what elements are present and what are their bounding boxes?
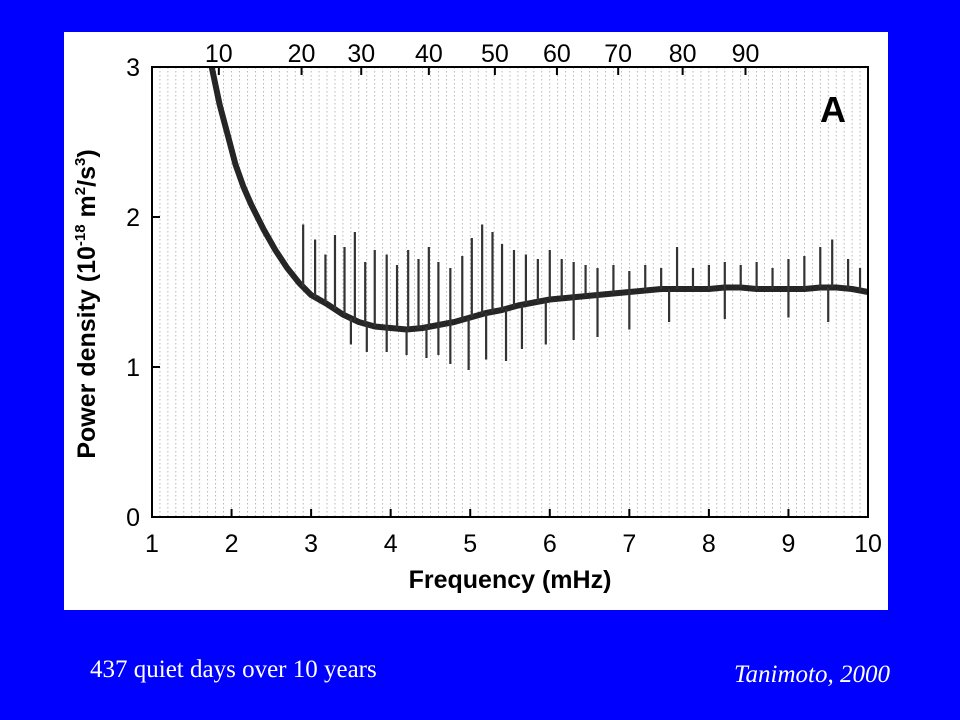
figure-panel: 1 2 3 4 5 6 7 8 9 10 0 1 2 3 10 20 30 40 50 60 70 80 90 A Freq… (64, 32, 888, 610)
x-tick-label: 8 (702, 530, 716, 558)
top-tick-label: 10 (205, 40, 233, 68)
x-tick-label: 2 (225, 530, 239, 558)
x-tick-label: 3 (304, 530, 318, 558)
x-tick-label: 5 (463, 530, 477, 558)
top-tick-label: 60 (543, 40, 571, 68)
top-tick-label: 90 (732, 40, 760, 68)
spectrum-line (208, 66, 869, 333)
plot-frame (151, 66, 869, 518)
y-tick-label: 1 (126, 354, 140, 382)
y-tick-label: 2 (126, 204, 140, 232)
caption-dataset-note: 437 quiet days over 10 years (90, 656, 377, 683)
top-tick-label: 70 (604, 40, 632, 68)
top-tick-label: 50 (481, 40, 509, 68)
x-tick-label: 9 (781, 530, 795, 558)
x-tick-label: 1 (145, 530, 159, 558)
x-tick-label: 10 (854, 530, 882, 558)
panel-label: A (820, 89, 846, 130)
caption-citation: Tanimoto, 2000 (733, 661, 890, 688)
y-tick-label: 3 (126, 54, 140, 82)
y-tick-label: 0 (126, 504, 140, 532)
top-tick-label: 80 (669, 40, 697, 68)
top-tick-label: 40 (415, 40, 443, 68)
x-tick-label: 6 (543, 530, 557, 558)
top-tick-label: 30 (347, 40, 375, 68)
x-tick-label: 7 (622, 530, 636, 558)
x-tick-label: 4 (384, 530, 398, 558)
y-axis-title: Power density (10-18 m2/s3) (72, 149, 101, 458)
x-axis-title: Frequency (mHz) (409, 566, 612, 594)
top-tick-label: 20 (288, 40, 316, 68)
